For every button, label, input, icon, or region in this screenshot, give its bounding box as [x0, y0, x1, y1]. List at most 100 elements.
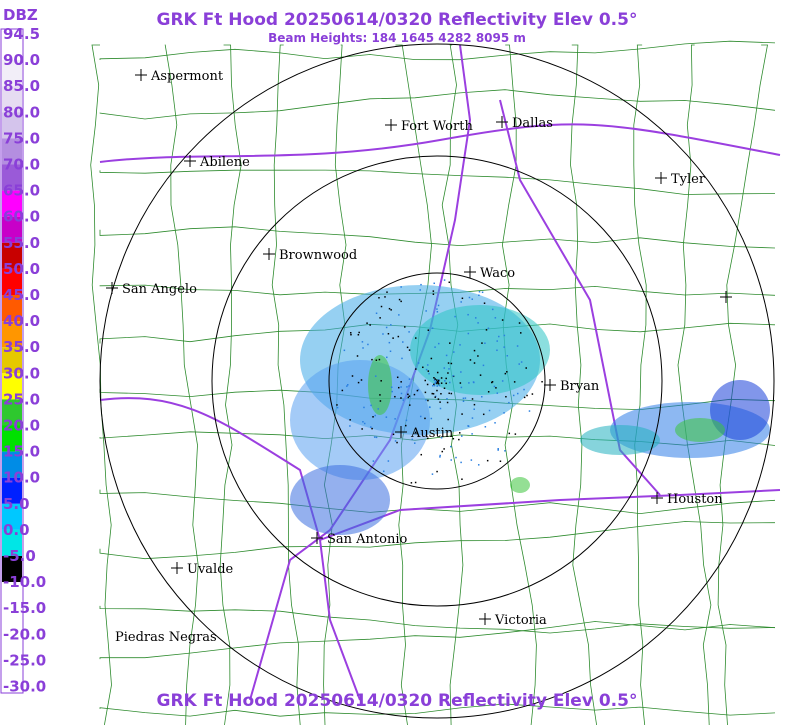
radar-speckle	[478, 294, 480, 297]
radar-speckle	[461, 413, 463, 415]
radar-speckle	[494, 317, 497, 319]
radar-speckle	[460, 461, 462, 464]
legend-label: 90.0	[3, 51, 40, 69]
radar-speckle	[417, 362, 420, 364]
city-marker	[311, 532, 323, 544]
radar-echo	[368, 355, 392, 415]
radar-speckle	[434, 395, 437, 398]
radar-speckle	[385, 326, 388, 329]
radar-speckle	[380, 305, 383, 308]
radar-speckle	[501, 319, 504, 321]
radar-speckle	[424, 379, 427, 382]
radar-speckle	[407, 393, 409, 396]
radar-speckle	[349, 332, 352, 334]
city-marker	[464, 266, 476, 278]
county-line	[633, 44, 647, 726]
radar-speckle	[518, 363, 520, 365]
radar-speckle	[415, 368, 417, 370]
radar-speckle	[477, 464, 480, 466]
radar-speckle	[508, 432, 511, 435]
radar-speckle	[436, 371, 439, 374]
city-label: Victoria	[494, 613, 547, 628]
radar-speckle	[425, 310, 427, 312]
radar-speckle	[431, 392, 434, 395]
radar-speckle	[437, 342, 440, 345]
legend-swatch	[2, 660, 22, 687]
radar-speckle	[430, 357, 433, 360]
radar-speckle	[436, 311, 439, 313]
radar-speckle	[477, 355, 479, 357]
radar-speckle	[443, 387, 446, 390]
radar-speckle	[450, 445, 452, 448]
radar-speckle	[384, 296, 386, 298]
legend-swatch	[2, 347, 22, 374]
radar-speckle	[448, 392, 450, 395]
legend-swatch	[2, 138, 22, 165]
legend-label: 60.0	[3, 208, 40, 226]
radar-speckle	[467, 332, 470, 335]
radar-speckle	[496, 340, 498, 342]
radar-speckle	[371, 427, 373, 430]
radar-speckle	[370, 426, 372, 428]
radar-speckle	[484, 342, 486, 344]
radar-speckle	[506, 355, 509, 357]
radar-speckle	[488, 409, 491, 412]
legend-label: 10.0	[3, 469, 40, 487]
radar-speckle	[436, 382, 438, 385]
radar-speckle	[378, 297, 380, 299]
radar-speckle	[447, 362, 450, 364]
radar-speckle	[362, 347, 364, 349]
legend-swatch	[2, 216, 22, 243]
radar-speckle	[394, 440, 397, 442]
radar-speckle	[471, 398, 474, 400]
radar-speckle	[446, 398, 448, 400]
radar-speckle	[499, 460, 502, 462]
radar-speckle	[373, 436, 376, 438]
radar-speckle	[408, 385, 410, 387]
radar-speckle	[343, 349, 346, 352]
radar-speckle	[460, 301, 462, 303]
legend-label: 80.0	[3, 103, 40, 121]
legend-swatch	[2, 451, 22, 478]
legend-label: 45.0	[3, 286, 40, 304]
radar-speckle	[481, 342, 483, 344]
radar-speckle	[372, 416, 374, 418]
radar-speckle	[357, 381, 360, 384]
radar-speckle	[378, 358, 381, 361]
legend-label: 0.0	[3, 521, 30, 539]
radar-speckle	[448, 281, 451, 284]
radar-speckle	[424, 417, 426, 420]
legend-swatch	[2, 164, 22, 191]
radar-speckle	[420, 453, 423, 456]
radar-speckle	[447, 418, 449, 421]
radar-speckle	[361, 428, 363, 430]
radar-speckle	[417, 389, 420, 391]
radar-speckle	[413, 393, 416, 396]
radar-speckle	[439, 401, 441, 403]
radar-speckle	[424, 391, 427, 394]
radar-speckle	[371, 358, 373, 361]
city-marker	[171, 562, 183, 574]
radar-speckle	[427, 370, 430, 372]
radar-speckle	[392, 337, 394, 339]
radar-speckle	[396, 441, 398, 444]
radar-speckle	[443, 448, 445, 450]
radar-speckle	[445, 377, 447, 380]
radar-speckle	[462, 397, 465, 400]
highway	[499, 99, 661, 496]
radar-speckle	[434, 382, 436, 385]
radar-speckle	[461, 435, 463, 437]
radar-speckle	[428, 372, 430, 375]
radar-speckle	[341, 389, 344, 392]
range-ring	[211, 155, 663, 607]
radar-speckle	[433, 379, 436, 382]
radar-speckle	[400, 381, 402, 383]
radar-speckle	[387, 332, 390, 335]
radar-speckle	[438, 384, 441, 387]
legend-label: -20.0	[3, 625, 46, 643]
radar-speckle	[408, 331, 410, 333]
highway	[99, 123, 781, 163]
radar-speckle	[408, 349, 411, 351]
radar-speckle	[474, 317, 477, 319]
radar-speckle	[375, 436, 378, 439]
